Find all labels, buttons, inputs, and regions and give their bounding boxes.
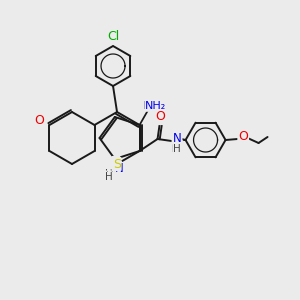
Text: H: H xyxy=(173,144,180,154)
Text: O: O xyxy=(156,110,166,124)
Text: H: H xyxy=(105,169,113,179)
Text: N: N xyxy=(113,161,122,175)
Text: O: O xyxy=(238,130,248,143)
Text: H: H xyxy=(171,144,178,154)
Text: S: S xyxy=(112,157,119,169)
Text: O: O xyxy=(155,112,164,124)
Text: N: N xyxy=(172,133,181,146)
Text: H: H xyxy=(106,171,114,181)
Text: H: H xyxy=(105,172,113,182)
Text: O: O xyxy=(34,113,44,127)
Text: O: O xyxy=(36,115,45,128)
Text: NH₂: NH₂ xyxy=(143,101,164,111)
Text: N: N xyxy=(173,131,182,145)
Text: N: N xyxy=(115,163,123,176)
Text: NH₂: NH₂ xyxy=(145,101,166,111)
Text: O: O xyxy=(238,131,247,145)
Text: Cl: Cl xyxy=(107,32,119,44)
Text: Cl: Cl xyxy=(107,31,119,44)
Text: S: S xyxy=(113,158,121,170)
